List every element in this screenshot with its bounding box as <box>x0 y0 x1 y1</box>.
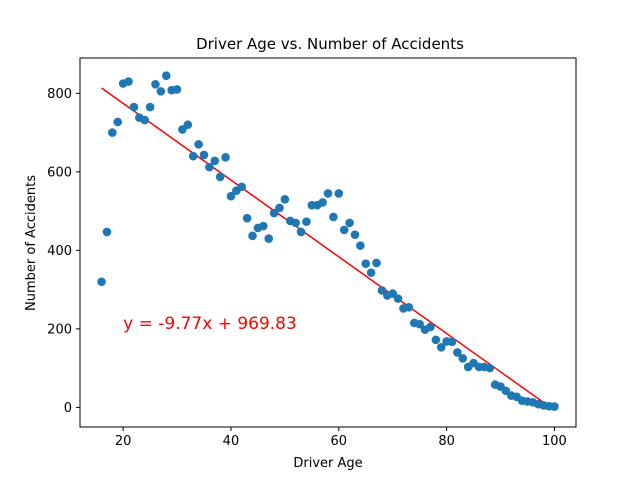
y-tick-label: 600 <box>47 165 72 180</box>
data-point <box>388 289 397 298</box>
data-point <box>485 363 495 373</box>
data-point <box>318 198 327 207</box>
data-point <box>345 218 354 228</box>
y-tick-label: 800 <box>47 87 72 102</box>
data-point <box>269 208 279 218</box>
plot-frame <box>79 57 577 428</box>
data-point <box>426 322 435 332</box>
plot-area <box>79 57 577 428</box>
data-points <box>97 71 559 411</box>
data-point <box>361 259 371 268</box>
data-point <box>291 218 300 228</box>
data-point <box>210 156 220 166</box>
data-point <box>248 231 257 241</box>
data-point <box>550 402 559 411</box>
data-point <box>140 115 149 125</box>
data-point <box>296 227 306 237</box>
data-point <box>161 71 171 80</box>
y-axis-ticks: 0 200 400 600 800 <box>47 87 80 416</box>
data-point <box>280 195 290 204</box>
data-point <box>237 182 247 192</box>
y-tick-label: 0 <box>64 401 72 416</box>
data-point <box>221 153 230 162</box>
data-point <box>302 217 311 226</box>
data-point <box>188 151 198 161</box>
data-point <box>215 172 225 182</box>
data-point <box>329 212 338 222</box>
fit-line-layer <box>101 87 555 411</box>
data-point <box>226 191 236 201</box>
data-point <box>458 354 468 363</box>
x-axis-ticks: 20 40 60 80 100 <box>115 427 567 449</box>
x-tick-label: 40 <box>223 434 240 449</box>
data-point <box>145 102 155 112</box>
data-point <box>431 335 441 345</box>
data-point <box>242 213 252 223</box>
data-point <box>350 230 360 239</box>
chart-title: Driver Age vs. Number of Accidents <box>196 35 464 53</box>
data-point <box>97 277 106 287</box>
data-point <box>453 348 462 357</box>
data-point <box>447 337 457 347</box>
data-point <box>264 234 273 243</box>
data-point <box>323 189 333 198</box>
data-point <box>275 203 284 213</box>
data-point <box>199 150 209 160</box>
data-point <box>129 102 139 112</box>
x-tick-label: 60 <box>331 434 348 449</box>
data-point <box>415 319 424 329</box>
data-point <box>334 189 344 198</box>
data-point <box>151 80 160 89</box>
regression-equation: y = -9.77x + 969.83 <box>123 314 297 334</box>
data-point <box>102 227 112 237</box>
x-tick-label: 100 <box>542 434 567 449</box>
x-axis-label: Driver Age <box>293 456 362 471</box>
data-point <box>259 221 268 231</box>
data-point <box>377 286 387 295</box>
data-point <box>108 128 117 137</box>
data-point <box>124 77 133 86</box>
data-point <box>172 85 182 94</box>
data-point <box>436 343 446 352</box>
data-point <box>194 140 203 149</box>
data-point <box>404 302 414 312</box>
data-point <box>113 117 123 127</box>
y-tick-label: 400 <box>47 244 72 259</box>
data-point <box>372 258 381 268</box>
data-point <box>356 241 365 250</box>
x-tick-label: 80 <box>438 434 455 449</box>
data-point <box>205 162 214 172</box>
data-point <box>366 268 376 278</box>
x-tick-label: 20 <box>115 434 132 449</box>
data-point <box>393 294 403 303</box>
y-tick-label: 200 <box>47 322 72 337</box>
data-point <box>183 120 193 130</box>
data-point <box>339 225 349 235</box>
data-point <box>156 87 166 96</box>
y-axis-label: Number of Accidents <box>24 175 39 311</box>
regression-line <box>101 87 555 411</box>
